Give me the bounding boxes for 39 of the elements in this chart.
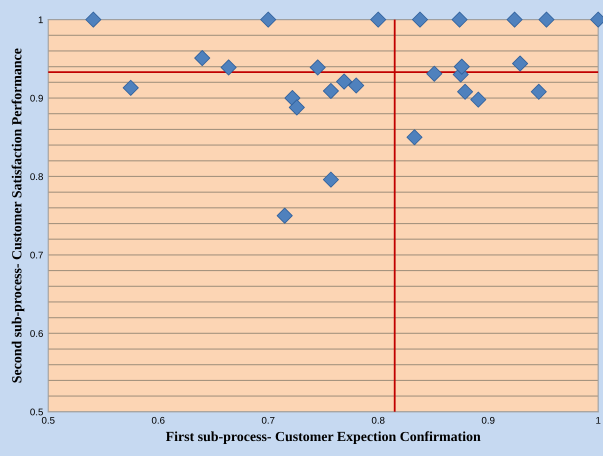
point <box>122 80 139 96</box>
point <box>457 84 474 100</box>
x-axis-title: First sub-process- Customer Expection Confirmation <box>166 431 481 444</box>
point <box>406 129 423 146</box>
y-axis-title: Second sub-process- Customer Satisfaction Performance <box>12 48 24 383</box>
point <box>260 12 276 28</box>
point <box>85 12 102 28</box>
point <box>454 58 470 75</box>
point <box>370 12 386 28</box>
x-tick-label: 0.7 <box>262 416 274 424</box>
y-tick-label: 0.7 <box>30 252 43 259</box>
point <box>322 172 339 188</box>
y-tick-label: 0.9 <box>30 94 43 102</box>
point <box>348 77 364 94</box>
x-tick-label: 0.9 <box>482 416 494 424</box>
x-tick-label: 0.8 <box>372 416 385 424</box>
point <box>452 12 468 28</box>
x-tick-label: 0.5 <box>42 416 55 424</box>
point <box>288 99 305 116</box>
y-tick-label: 0.8 <box>30 173 43 180</box>
y-tick-label: 0.5 <box>30 408 43 416</box>
point <box>284 90 300 106</box>
point <box>412 12 428 28</box>
point <box>220 59 237 76</box>
x-tick-label: 1 <box>596 416 600 424</box>
point <box>322 82 339 100</box>
point <box>310 59 326 76</box>
point <box>506 12 523 28</box>
point <box>470 92 486 108</box>
y-tick-label: 0.6 <box>30 330 43 337</box>
point <box>426 66 442 82</box>
point <box>336 74 352 90</box>
y-tick-label: 1 <box>38 16 43 24</box>
point <box>530 84 547 100</box>
point <box>538 12 555 28</box>
point <box>276 208 293 224</box>
point <box>512 56 528 72</box>
x-tick-label: 0.6 <box>152 416 165 424</box>
point <box>194 50 210 66</box>
